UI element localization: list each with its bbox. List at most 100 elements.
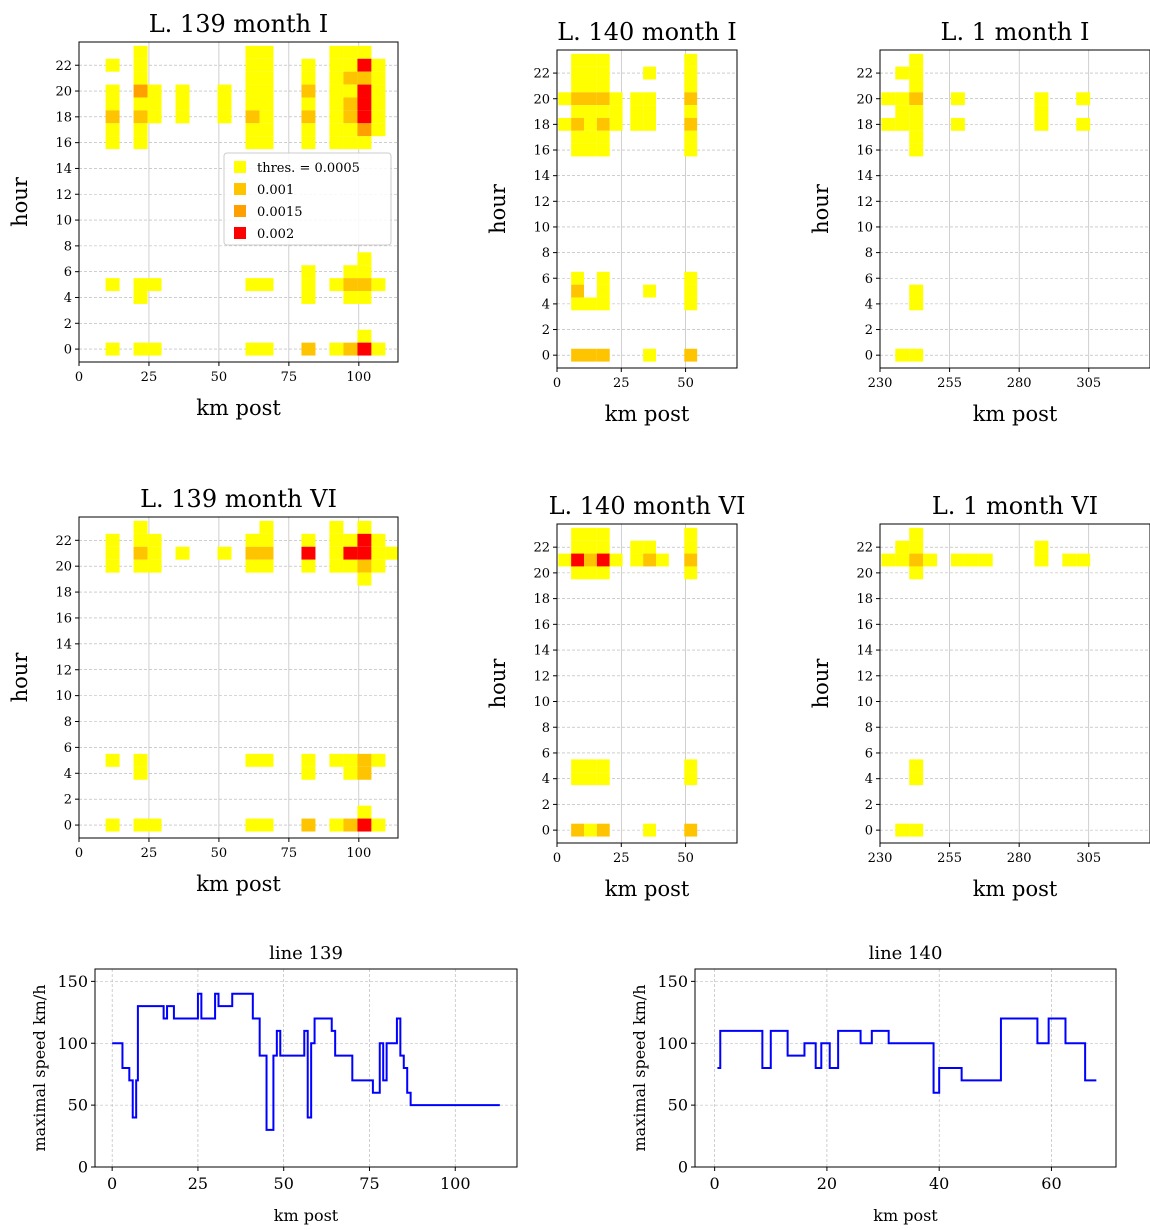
heat-cell: [301, 59, 315, 72]
heat-cell: [259, 343, 273, 356]
heat-cell: [106, 110, 120, 123]
y-tick-label: 14: [856, 644, 873, 659]
heat-cell: [909, 79, 923, 92]
heat-cell: [571, 92, 584, 105]
heat-cell: [895, 92, 909, 105]
heat-cell: [643, 285, 656, 298]
y-tick-label: 2: [865, 323, 873, 338]
y-tick-label: 8: [542, 246, 550, 261]
heat-cell: [597, 349, 610, 362]
heat-cell: [909, 824, 923, 837]
heat-cell: [134, 534, 148, 547]
heat-cell: [584, 772, 597, 785]
y-tick-label: 150: [657, 972, 688, 991]
heat-cell: [218, 110, 232, 123]
heat-cell: [923, 554, 937, 567]
heat-cell: [597, 118, 610, 131]
heat-cell: [610, 92, 623, 105]
ticks: 0 25 50 0 2 4 6 8 10 12 14 16 18 20 22: [533, 541, 693, 866]
y-tick-label: 2: [542, 323, 550, 338]
heat-cell: [571, 272, 584, 285]
heat-cell: [584, 566, 597, 579]
y-axis-label: maximal speed km/h: [630, 984, 649, 1151]
heat-cell: [909, 528, 923, 541]
heat-cell: [245, 547, 259, 560]
heat-cell: [259, 85, 273, 98]
heat-cell: [643, 67, 656, 80]
heat-cell: [301, 547, 315, 560]
heat-cell: [571, 772, 584, 785]
heat-cell: [343, 767, 357, 780]
heat-cell: [301, 97, 315, 110]
y-tick-label: 16: [533, 618, 550, 633]
y-tick-label: 22: [55, 534, 72, 549]
heat-cell: [245, 85, 259, 98]
heat-cell: [148, 819, 162, 832]
heat-cell: [597, 67, 610, 80]
heat-cell: [343, 110, 357, 123]
grid: [695, 969, 1116, 1167]
heat-cell: [881, 92, 895, 105]
panel-title: L. 139 month I: [149, 10, 329, 38]
legend-label: 0.002: [257, 227, 294, 242]
heat-cell: [357, 252, 371, 265]
heat-cell: [371, 534, 385, 547]
x-tick-label: 75: [281, 370, 298, 385]
x-axis-label: km post: [973, 877, 1058, 901]
y-axis-label: hour: [486, 658, 510, 709]
heat-cell: [301, 560, 315, 573]
heat-cell: [643, 541, 656, 554]
heat-cell: [259, 136, 273, 149]
heat-cell: [371, 85, 385, 98]
heat-cell: [301, 754, 315, 767]
heat-cell: [301, 819, 315, 832]
heat-cell: [684, 349, 697, 362]
heat-cell: [259, 819, 273, 832]
heat-cell: [134, 46, 148, 59]
heat-cell: [584, 759, 597, 772]
heat-cell: [343, 46, 357, 59]
y-tick-label: 0: [542, 349, 550, 364]
y-tick-label: 0: [78, 1158, 88, 1177]
heat-cell: [909, 285, 923, 298]
heat-cell: [571, 528, 584, 541]
panel-title: L. 1 month VI: [932, 492, 1098, 520]
heat-cell: [148, 85, 162, 98]
heat-cell: [134, 560, 148, 573]
heat-cell: [571, 297, 584, 310]
heat-cell: [643, 824, 656, 837]
heat-cell: [357, 123, 371, 136]
heat-cell: [218, 97, 232, 110]
heat-cell: [357, 534, 371, 547]
y-tick-label: 14: [55, 162, 72, 177]
y-tick-label: 12: [533, 669, 550, 684]
heat-cell: [343, 534, 357, 547]
x-tick-label: 25: [188, 1174, 208, 1193]
x-axis-label: km post: [605, 402, 690, 426]
heat-cell: [357, 59, 371, 72]
heat-cell: [584, 528, 597, 541]
y-tick-label: 10: [533, 221, 550, 236]
heat-cell: [630, 541, 643, 554]
heat-cell: [357, 806, 371, 819]
x-axis-label: km post: [873, 1206, 938, 1225]
legend-label: 0.001: [257, 183, 294, 198]
heat-cell: [597, 541, 610, 554]
heat-cell: [684, 772, 697, 785]
legend-swatch: [234, 183, 246, 195]
x-tick-label: 0: [553, 851, 561, 866]
heat-cell: [584, 144, 597, 157]
heat-cell: [357, 343, 371, 356]
heat-cell: [610, 554, 623, 567]
heat-cell: [357, 819, 371, 832]
heat-cell: [895, 824, 909, 837]
x-tick-label: 0: [107, 1174, 117, 1193]
y-tick-label: 2: [64, 793, 72, 808]
panel-title: line 139: [269, 943, 343, 964]
heat-cell: [571, 554, 584, 567]
heat-cell: [909, 554, 923, 567]
heat-cell: [684, 528, 697, 541]
heat-cell: [134, 343, 148, 356]
heat-cell: [329, 534, 343, 547]
heat-cell: [245, 123, 259, 136]
